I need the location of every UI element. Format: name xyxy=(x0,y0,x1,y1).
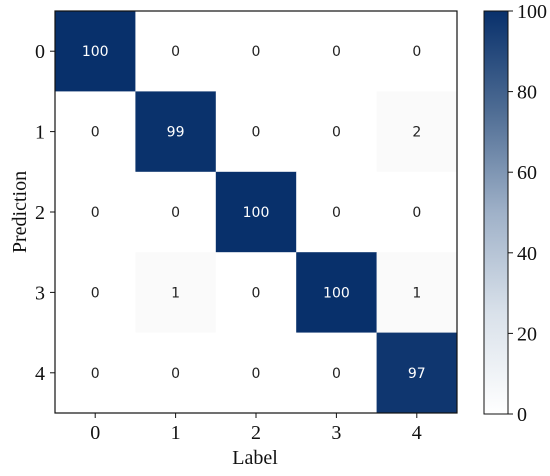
heatmap-cell xyxy=(376,171,458,253)
colorbar-tick-label: 60 xyxy=(517,162,537,184)
colorbar-tick-label: 40 xyxy=(517,243,537,265)
heatmap-cell xyxy=(55,252,136,333)
x-tick-label: 3 xyxy=(331,422,341,444)
colorbar-tick-label: 20 xyxy=(517,323,537,345)
y-axis-label: Prediction xyxy=(9,171,31,253)
cell-value-label: 100 xyxy=(323,285,350,301)
cell-value-label: 0 xyxy=(252,285,261,301)
x-tick-label: 2 xyxy=(251,422,261,444)
x-tick-label: 4 xyxy=(412,422,422,444)
heatmap-cell xyxy=(55,332,136,414)
cell-value-label: 0 xyxy=(91,205,100,221)
cell-value-label: 1 xyxy=(412,285,421,301)
y-axis-ticks: 0 1 2 3 4 xyxy=(35,41,55,385)
heatmap-cell xyxy=(135,171,217,253)
x-axis-ticks: 0 1 2 3 4 xyxy=(90,413,422,444)
heatmap-cell xyxy=(135,91,217,173)
colorbar xyxy=(483,10,509,415)
heatmap-cell xyxy=(376,11,458,92)
cell-value-label: 0 xyxy=(171,366,180,382)
cell-value-label: 0 xyxy=(91,285,100,301)
y-tick-label: 0 xyxy=(35,41,45,63)
heatmap-cell xyxy=(135,11,217,92)
cell-value-label: 0 xyxy=(171,44,180,60)
heatmap-cell xyxy=(296,252,377,333)
x-tick-label: 0 xyxy=(90,422,100,444)
heatmap-cell xyxy=(296,171,377,253)
cell-value-label: 0 xyxy=(412,205,421,221)
cell-value-label: 0 xyxy=(252,44,261,60)
heatmap-cells: 100 0 0 0 00 99 0 0 20 0 100 0 00 1 0 100 10 0 0 0 97 xyxy=(55,11,458,414)
x-tick-label: 1 xyxy=(171,422,181,444)
heatmap-cell xyxy=(215,91,297,173)
colorbar-tick-label: 0 xyxy=(517,404,527,426)
cell-value-label: 0 xyxy=(252,366,261,382)
heatmap-cell xyxy=(135,252,217,333)
heatmap-cell xyxy=(135,332,217,414)
heatmap-cell xyxy=(376,91,458,173)
heatmap-cell xyxy=(215,171,297,253)
colorbar-tick-label: 100 xyxy=(517,1,547,23)
x-axis-label: Label xyxy=(232,447,278,469)
heatmap-cell xyxy=(55,11,136,92)
cell-value-label: 0 xyxy=(412,44,421,60)
cell-value-label: 0 xyxy=(91,366,100,382)
cell-value-label: 100 xyxy=(82,44,109,60)
cell-value-label: 0 xyxy=(91,125,100,141)
heatmap-cell xyxy=(215,332,297,414)
cell-value-label: 0 xyxy=(332,366,341,382)
heatmap-cell xyxy=(376,332,458,414)
cell-value-label: 0 xyxy=(332,125,341,141)
cell-value-label: 2 xyxy=(412,125,421,141)
heatmap-cell xyxy=(55,91,136,173)
cell-value-label: 1 xyxy=(171,285,180,301)
y-tick-label: 4 xyxy=(35,363,45,385)
colorbar-ticks: 0 20 40 60 80 100 xyxy=(508,1,547,426)
heatmap-cell xyxy=(215,252,297,333)
cell-value-label: 0 xyxy=(332,44,341,60)
y-tick-label: 3 xyxy=(35,282,45,304)
cell-value-label: 0 xyxy=(171,205,180,221)
cell-value-label: 0 xyxy=(252,125,261,141)
heatmap-cell xyxy=(296,91,377,173)
y-tick-label: 2 xyxy=(35,202,45,224)
y-tick-label: 1 xyxy=(35,122,45,144)
heatmap-cell xyxy=(376,252,458,333)
heatmap-cell xyxy=(296,332,377,414)
heatmap-cell xyxy=(55,171,136,253)
colorbar-tick-label: 80 xyxy=(517,82,537,104)
cell-value-label: 100 xyxy=(243,205,270,221)
cell-value-label: 97 xyxy=(408,366,426,382)
heatmap-cell xyxy=(215,11,297,92)
cell-value-label: 99 xyxy=(167,125,185,141)
heatmap-cell xyxy=(296,11,377,92)
cell-value-label: 0 xyxy=(332,205,341,221)
